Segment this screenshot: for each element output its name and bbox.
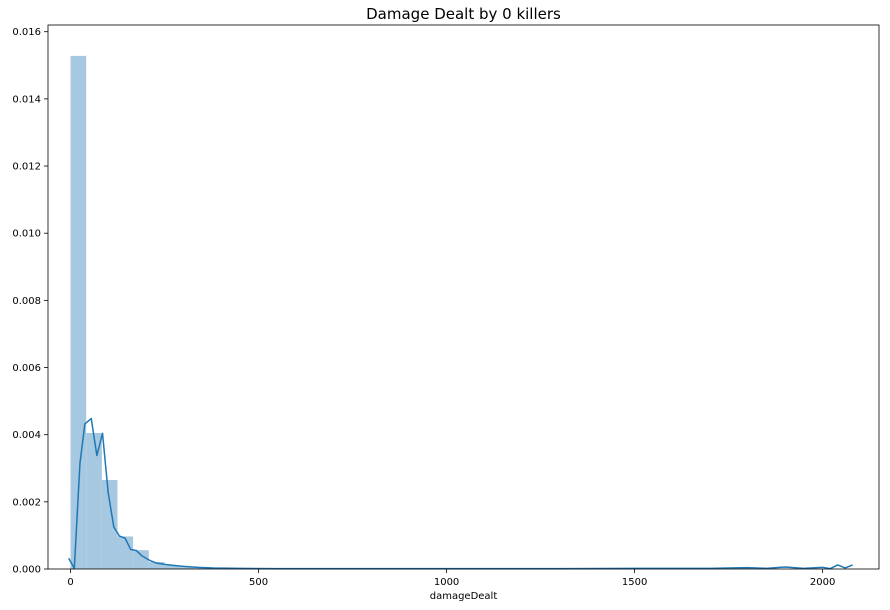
kde-line [69,419,853,569]
histogram-bar [117,536,133,569]
y-tick-label: 0.006 [12,363,41,374]
histogram-bar [133,550,149,569]
kde-curve [69,419,853,569]
y-tick-label: 0.016 [12,27,41,38]
x-tick-label: 1000 [434,577,459,588]
x-tick-label: 1500 [622,577,647,588]
x-axis: 0 500 1000 1500 2000 [67,569,835,588]
y-tick-label: 0.012 [12,162,41,173]
chart-title: Damage Dealt by 0 killers [366,5,561,23]
y-tick-label: 0.010 [12,229,41,240]
histogram-bar [102,480,118,569]
y-axis: 0.000 0.002 0.004 0.006 0.008 0.010 0.012 0.014… [12,27,48,575]
y-tick-label: 0.008 [12,296,41,307]
x-tick-label: 2000 [810,577,835,588]
histogram-bar [86,433,102,569]
y-tick-label: 0.014 [12,94,41,105]
x-axis-label: damageDealt [430,591,498,602]
y-tick-label: 0.000 [12,565,41,576]
plot-frame [48,25,879,569]
y-tick-label: 0.004 [12,430,41,441]
histogram-bars [71,56,259,569]
x-tick-label: 0 [67,577,73,588]
x-tick-label: 500 [249,577,268,588]
y-tick-label: 0.002 [12,497,41,508]
